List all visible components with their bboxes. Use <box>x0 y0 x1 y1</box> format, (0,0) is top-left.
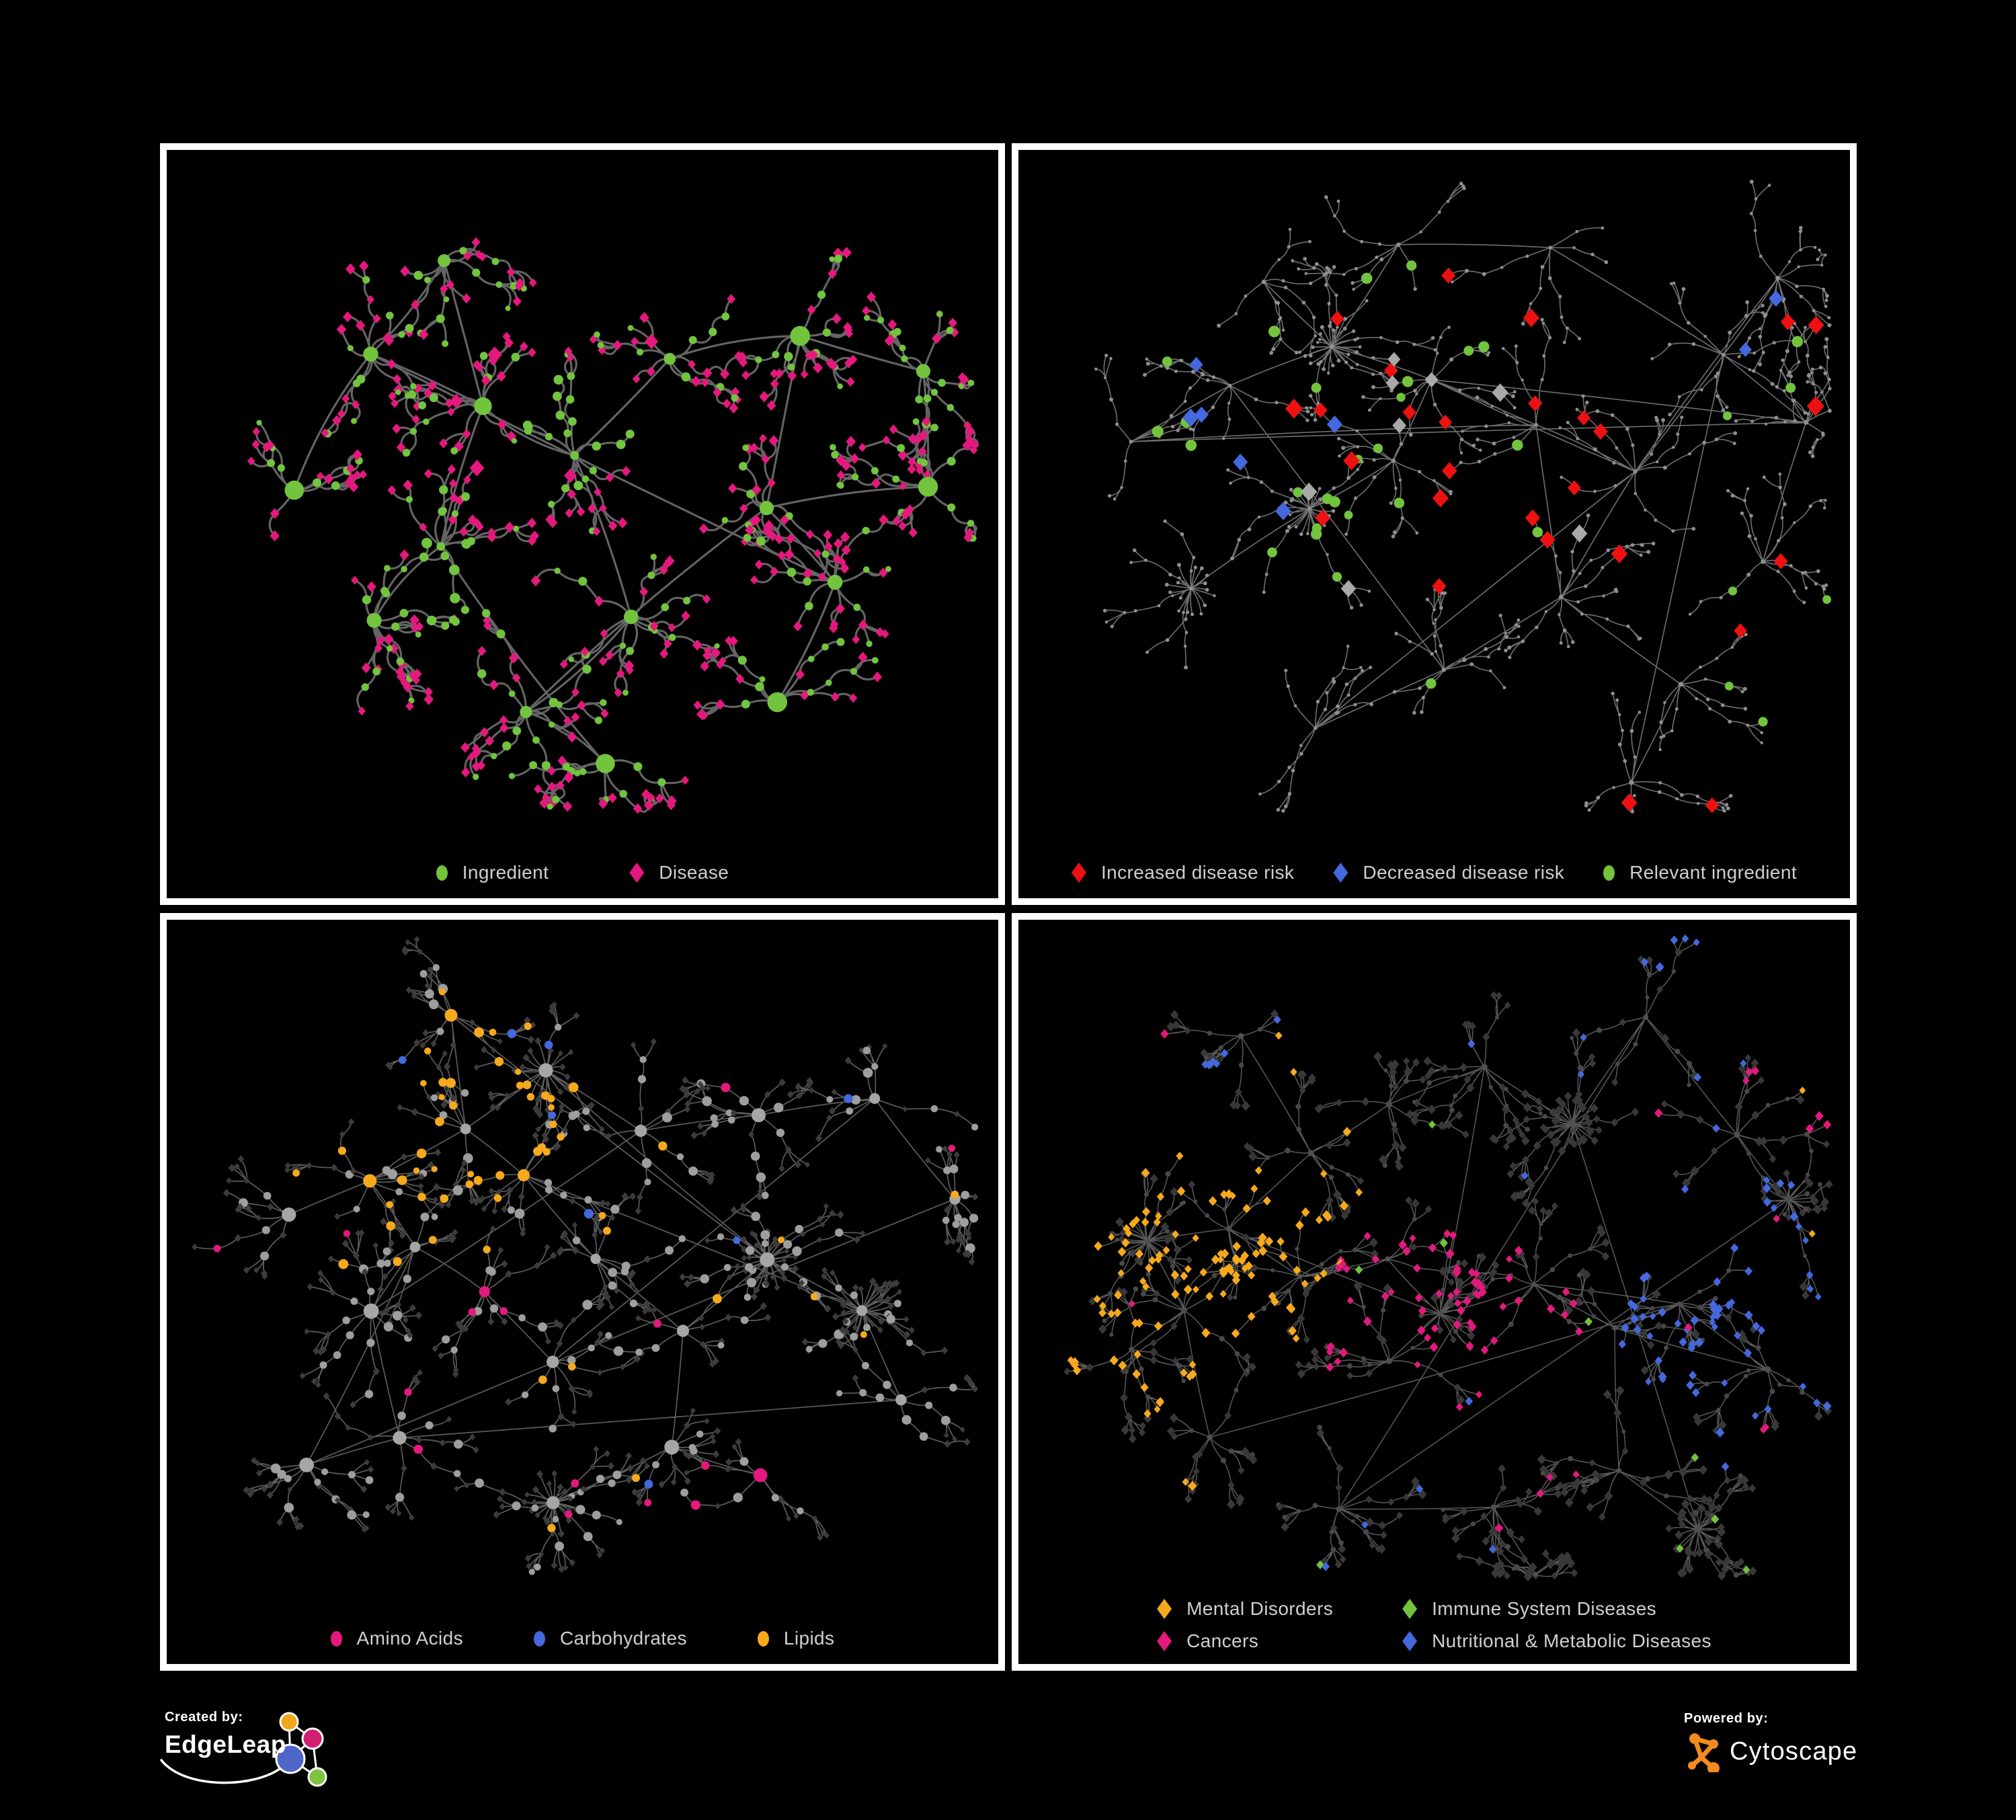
legend-item-carbohydrates: Carbohydrates <box>534 1628 687 1649</box>
ingredient-disease-network-canvas <box>247 237 979 814</box>
ingredient-marker-icon <box>436 865 448 881</box>
powered-by-block: Powered by: Cytoscape <box>1684 1711 1857 1772</box>
legend-item-ingredient: Ingredient <box>436 862 549 883</box>
edgeleap-logo-icon <box>160 1712 327 1787</box>
legend-ingredient-disease: Ingredient Disease <box>167 862 998 883</box>
nutritional-metabolic-diseases-marker-icon <box>1402 1631 1418 1651</box>
panel-disease-classes-network: Mental Disorders Immune System Diseases … <box>1012 913 1857 1671</box>
legend-label-carbohydrates: Carbohydrates <box>560 1628 687 1649</box>
cytoscape-wordmark: Cytoscape <box>1730 1737 1858 1766</box>
mental-disorders-marker-icon <box>1157 1599 1172 1619</box>
increased-risk-marker-icon <box>1071 863 1086 883</box>
legend-item-mental-disorders: Mental Disorders <box>1157 1593 1402 1625</box>
legend-item-relevant-ingredient: Relevant ingredient <box>1603 862 1797 883</box>
legend-label-disease: Disease <box>659 862 729 883</box>
immune-system-diseases-marker-icon <box>1402 1599 1418 1619</box>
legend-label-immune-system-diseases: Immune System Diseases <box>1432 1598 1657 1619</box>
amino-acids-marker-icon <box>330 1630 342 1647</box>
legend-disease-risk: Increased disease risk Decreased disease… <box>1018 862 1850 883</box>
legend-item-lipids: Lipids <box>757 1628 835 1649</box>
lipids-marker-icon <box>757 1630 769 1647</box>
legend-nutrient-classes: Amino Acids Carbohydrates Lipids <box>167 1628 998 1649</box>
edgeleap-wordmark: EdgeLeap <box>165 1731 286 1758</box>
legend-label-decreased-risk: Decreased disease risk <box>1363 862 1565 883</box>
decreased-risk-marker-icon <box>1333 863 1348 883</box>
carbohydrates-marker-icon <box>534 1630 546 1647</box>
created-by-block: Created by: EdgeLeap <box>160 1710 327 1787</box>
legend-label-amino-acids: Amino Acids <box>356 1628 464 1649</box>
legend-item-increased-risk: Increased disease risk <box>1071 862 1295 883</box>
legend-label-increased-risk: Increased disease risk <box>1100 862 1295 883</box>
panel-nutrient-classes-network: Amino Acids Carbohydrates Lipids <box>160 913 1005 1671</box>
relevant-ingredient-marker-icon <box>1603 865 1615 881</box>
legend-item-nutritional-metabolic-diseases: Nutritional & Metabolic Diseases <box>1402 1625 1711 1657</box>
legend-label-mental-disorders: Mental Disorders <box>1186 1598 1334 1619</box>
cytoscape-logo-icon <box>1688 1733 1720 1772</box>
panel-disease-risk-network: Increased disease risk Decreased disease… <box>1012 143 1857 905</box>
created-by-label: Created by: <box>165 1710 243 1725</box>
legend-label-ingredient: Ingredient <box>462 862 549 883</box>
nutrient-classes-network-canvas <box>192 936 979 1575</box>
cancers-marker-icon <box>1157 1631 1172 1651</box>
legend-item-disease: Disease <box>629 862 729 883</box>
legend-disease-classes: Mental Disorders Immune System Diseases … <box>1157 1593 1711 1657</box>
legend-item-decreased-risk: Decreased disease risk <box>1333 862 1564 883</box>
legend-item-immune-system-diseases: Immune System Diseases <box>1402 1593 1711 1625</box>
legend-label-nutritional-metabolic-diseases: Nutritional & Metabolic Diseases <box>1432 1630 1711 1651</box>
powered-by-label: Powered by: <box>1684 1711 1769 1726</box>
panel-ingredient-disease-network: Ingredient Disease <box>160 143 1005 905</box>
legend-label-lipids: Lipids <box>783 1628 835 1649</box>
legend-item-amino-acids: Amino Acids <box>330 1628 464 1649</box>
legend-label-relevant-ingredient: Relevant ingredient <box>1629 862 1798 883</box>
disease-marker-icon <box>629 863 645 883</box>
disease-risk-network-canvas <box>1094 180 1832 814</box>
legend-item-cancers: Cancers <box>1157 1625 1402 1657</box>
legend-label-cancers: Cancers <box>1186 1630 1259 1651</box>
disease-classes-network-canvas <box>1063 934 1833 1582</box>
